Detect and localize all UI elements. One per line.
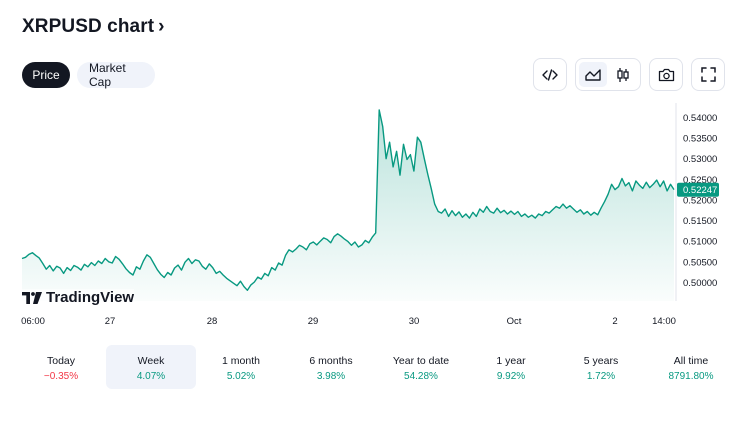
tradingview-logo-text: TradingView [46, 289, 135, 306]
period-week[interactable]: Week 4.07% [106, 345, 196, 389]
x-tick-label: 2 [612, 316, 617, 327]
tab-price-label: Price [32, 68, 60, 82]
x-tick-label: 30 [409, 316, 420, 327]
last-price-badge: 0.52247 [677, 182, 719, 197]
y-tick-label: 0.54000 [683, 113, 717, 124]
period-value: −0.35% [43, 371, 79, 382]
tab-market-cap-label: Market Cap [89, 61, 126, 89]
fullscreen-button[interactable] [691, 58, 725, 91]
y-tick-label: 0.53500 [683, 134, 717, 145]
period-label: Week [137, 355, 165, 367]
period-value: 1.72% [586, 371, 616, 382]
fullscreen-icon [700, 67, 716, 82]
x-tick-label: 06:00 [21, 316, 45, 327]
candles-icon [617, 67, 629, 82]
period-label: 6 months [309, 355, 353, 367]
period-1-year[interactable]: 1 year 9.92% [466, 345, 556, 389]
screenshot-button[interactable] [649, 58, 683, 91]
y-tick-label: 0.52000 [683, 195, 717, 206]
embed-button[interactable] [533, 58, 567, 91]
chevron-right-icon: › [158, 16, 165, 37]
period-label: Today [46, 355, 76, 367]
period-label: All time [673, 355, 709, 367]
last-price-label: 0.52247 [683, 185, 717, 196]
period-value: 5.02% [226, 371, 256, 382]
period-label: 1 year [496, 355, 526, 367]
period-year-to-date[interactable]: Year to date 54.28% [376, 345, 466, 389]
price-series-line [21, 109, 675, 291]
area-chart-icon [585, 68, 601, 81]
y-tick-label: 0.51500 [683, 216, 717, 227]
period-today[interactable]: Today −0.35% [16, 345, 106, 389]
period-value: 3.98% [316, 371, 346, 382]
period-value: 4.07% [136, 371, 166, 382]
chart-style-toggle[interactable] [575, 58, 641, 91]
period-all-time[interactable]: All time 8791.80% [646, 345, 736, 389]
period-value: 9.92% [496, 371, 526, 382]
tradingview-logo[interactable]: TradingView [22, 289, 135, 306]
x-tick-label: Oct [507, 316, 522, 327]
tradingview-logo-icon [22, 291, 42, 304]
chart-title-text: XRPUSD chart [22, 16, 155, 37]
x-tick-label: 29 [308, 316, 319, 327]
price-chart[interactable]: 0.54000 0.53500 0.53000 0.52500 0.52000 0.515… [0, 95, 750, 335]
period-1-month[interactable]: 1 month 5.02% [196, 345, 286, 389]
embed-code-icon [542, 68, 558, 81]
period-performance-bar: Today −0.35% Week 4.07% 1 month 5.02% 6 … [16, 345, 736, 389]
y-tick-label: 0.50500 [683, 257, 717, 268]
tab-market-cap[interactable]: Market Cap [77, 61, 155, 89]
y-tick-label: 0.53000 [683, 154, 717, 165]
period-label: 1 month [222, 355, 260, 367]
period-5-years[interactable]: 5 years 1.72% [556, 345, 646, 389]
y-tick-label: 0.51000 [683, 237, 717, 248]
period-label: Year to date [392, 355, 450, 367]
candle-style-button[interactable] [609, 62, 637, 87]
area-style-button[interactable] [579, 62, 607, 87]
period-label: 5 years [583, 355, 619, 367]
y-tick-label: 0.50000 [683, 278, 717, 289]
period-value: 54.28% [404, 371, 438, 382]
x-tick-label: 28 [207, 316, 218, 327]
page-title[interactable]: XRPUSD chart › [22, 16, 165, 38]
period-6-months[interactable]: 6 months 3.98% [286, 345, 376, 389]
x-tick-label: 27 [105, 316, 116, 327]
camera-icon [658, 68, 674, 81]
period-value: 8791.80% [668, 371, 714, 382]
x-tick-label: 14:00 [652, 316, 676, 327]
y-tick-label: 0.52500 [683, 175, 717, 186]
price-area-fill [22, 110, 674, 301]
tab-price[interactable]: Price [22, 62, 70, 88]
